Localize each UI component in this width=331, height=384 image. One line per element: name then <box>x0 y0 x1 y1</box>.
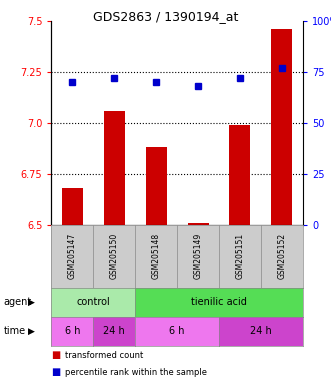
Bar <box>271 29 292 225</box>
Text: ▶: ▶ <box>28 327 35 336</box>
Text: tienilic acid: tienilic acid <box>191 297 247 308</box>
Text: 24 h: 24 h <box>250 326 272 336</box>
Text: GSM205150: GSM205150 <box>110 233 119 280</box>
Text: ■: ■ <box>51 350 61 360</box>
Text: GSM205148: GSM205148 <box>152 233 161 280</box>
Bar <box>146 147 166 225</box>
Text: GSM205149: GSM205149 <box>194 233 203 280</box>
Text: GSM205152: GSM205152 <box>277 233 286 280</box>
Text: control: control <box>76 297 110 308</box>
Text: time: time <box>3 326 25 336</box>
Bar <box>188 223 209 225</box>
Text: 24 h: 24 h <box>103 326 125 336</box>
Text: GDS2863 / 1390194_at: GDS2863 / 1390194_at <box>93 10 238 23</box>
Bar <box>62 188 83 225</box>
Text: GSM205151: GSM205151 <box>235 233 245 280</box>
Bar <box>229 125 251 225</box>
Text: percentile rank within the sample: percentile rank within the sample <box>65 368 207 377</box>
Bar <box>104 111 125 225</box>
Text: GSM205147: GSM205147 <box>68 233 77 280</box>
Text: ▶: ▶ <box>28 298 35 307</box>
Text: transformed count: transformed count <box>65 351 143 360</box>
Text: agent: agent <box>3 297 31 308</box>
Text: 6 h: 6 h <box>65 326 80 336</box>
Text: ■: ■ <box>51 367 61 377</box>
Text: 6 h: 6 h <box>169 326 185 336</box>
